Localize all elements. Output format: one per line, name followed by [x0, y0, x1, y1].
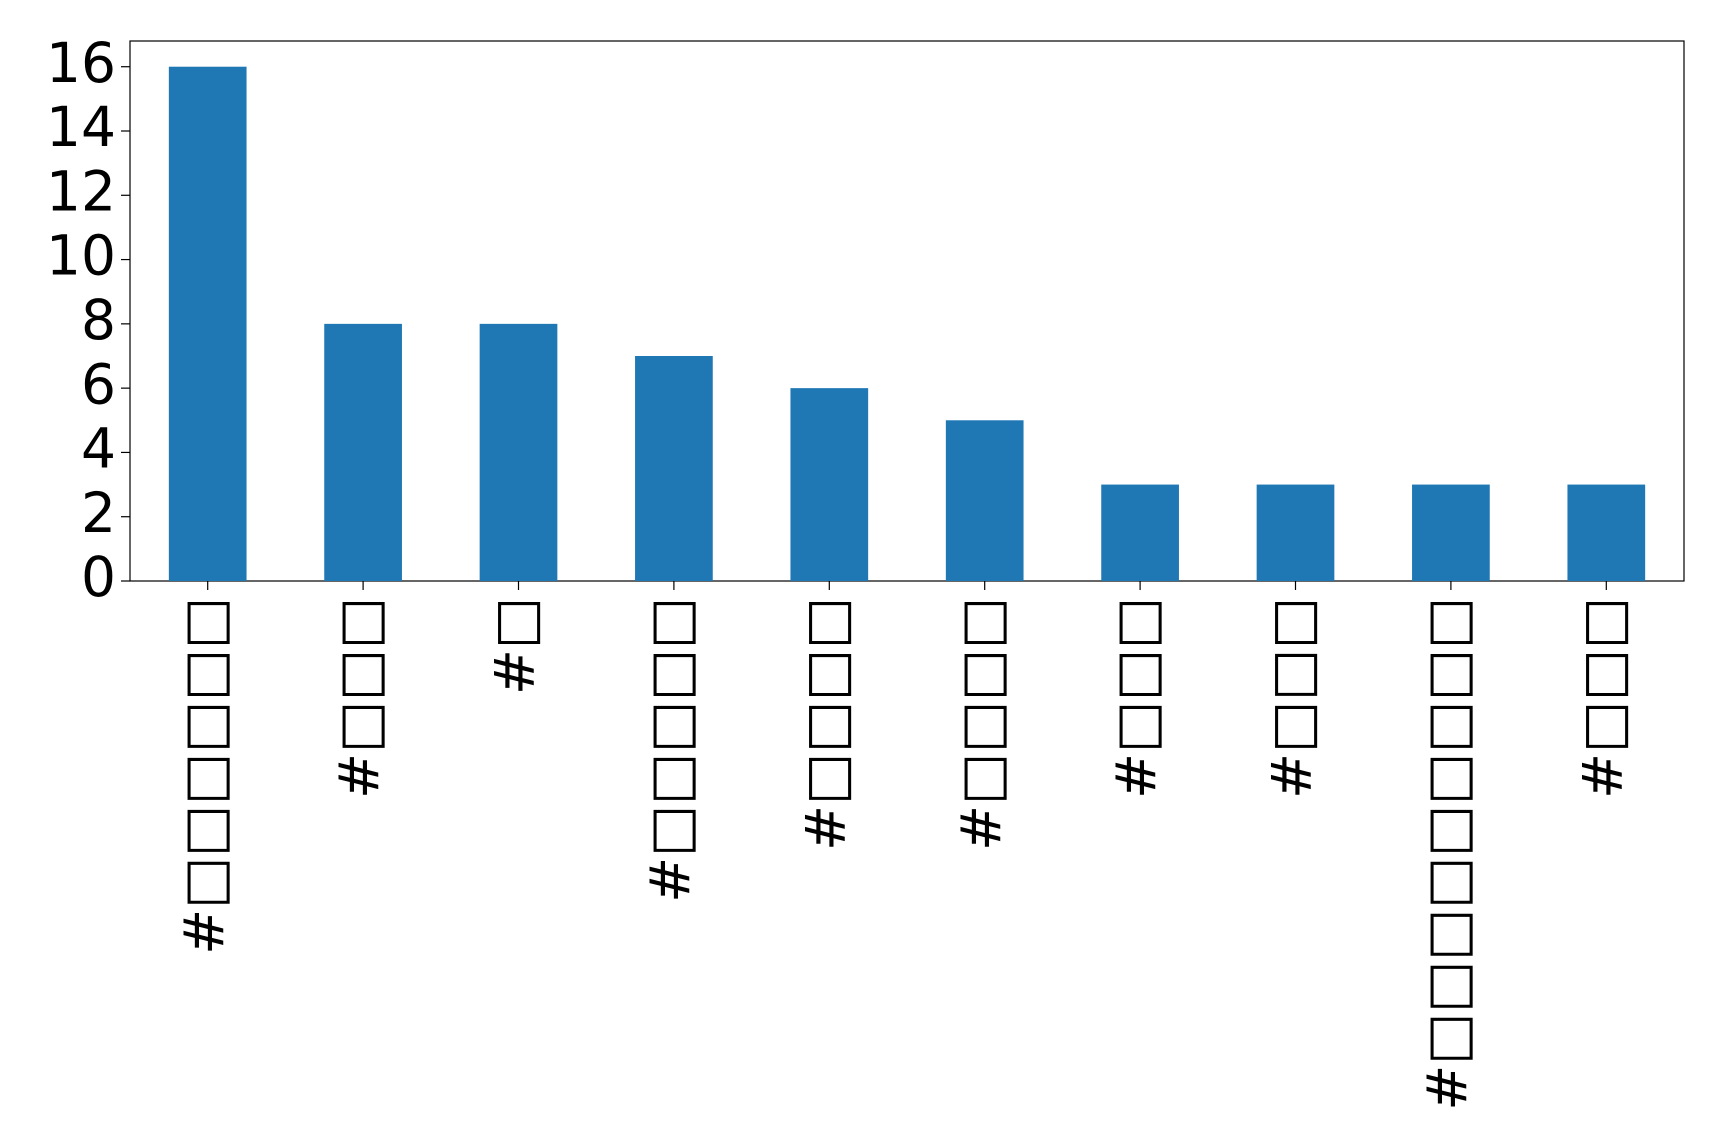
- bar: [790, 388, 869, 581]
- bar: [635, 356, 713, 581]
- y-tick-label: 14: [46, 95, 116, 159]
- y-tick-label: 8: [81, 288, 116, 352]
- y-tick-label: 0: [81, 545, 116, 609]
- y-tick-label: 2: [81, 481, 116, 545]
- y-tick-label: 12: [46, 159, 116, 223]
- x-tick-label: #□□□□□□□□□: [1415, 597, 1479, 1111]
- bar: [168, 66, 247, 581]
- x-tick-label: #□□□: [1260, 597, 1324, 799]
- x-tick-label: #□□□□: [949, 597, 1013, 851]
- x-tick-label: #□□□: [1104, 597, 1168, 799]
- x-tick-label: #□□□□□: [638, 597, 702, 903]
- x-tick-label: #□: [483, 597, 547, 695]
- y-tick-label: 4: [81, 417, 116, 481]
- bar: [1256, 484, 1335, 581]
- y-tick-label: 16: [46, 31, 116, 95]
- bar: [1412, 484, 1490, 581]
- bar: [1567, 484, 1646, 581]
- x-tick-label: #□□□: [327, 597, 391, 799]
- y-tick-label: 10: [46, 224, 116, 288]
- x-tick-label: #□□□□: [793, 597, 857, 851]
- bar: [479, 323, 558, 581]
- bar: [324, 323, 402, 581]
- x-tick-label: #□□□□□□: [172, 597, 236, 955]
- y-tick-label: 6: [81, 352, 116, 416]
- plot-frame: [129, 40, 1685, 582]
- bar: [945, 420, 1024, 581]
- x-tick-label: #□□□: [1570, 597, 1634, 799]
- bar: [1101, 484, 1179, 581]
